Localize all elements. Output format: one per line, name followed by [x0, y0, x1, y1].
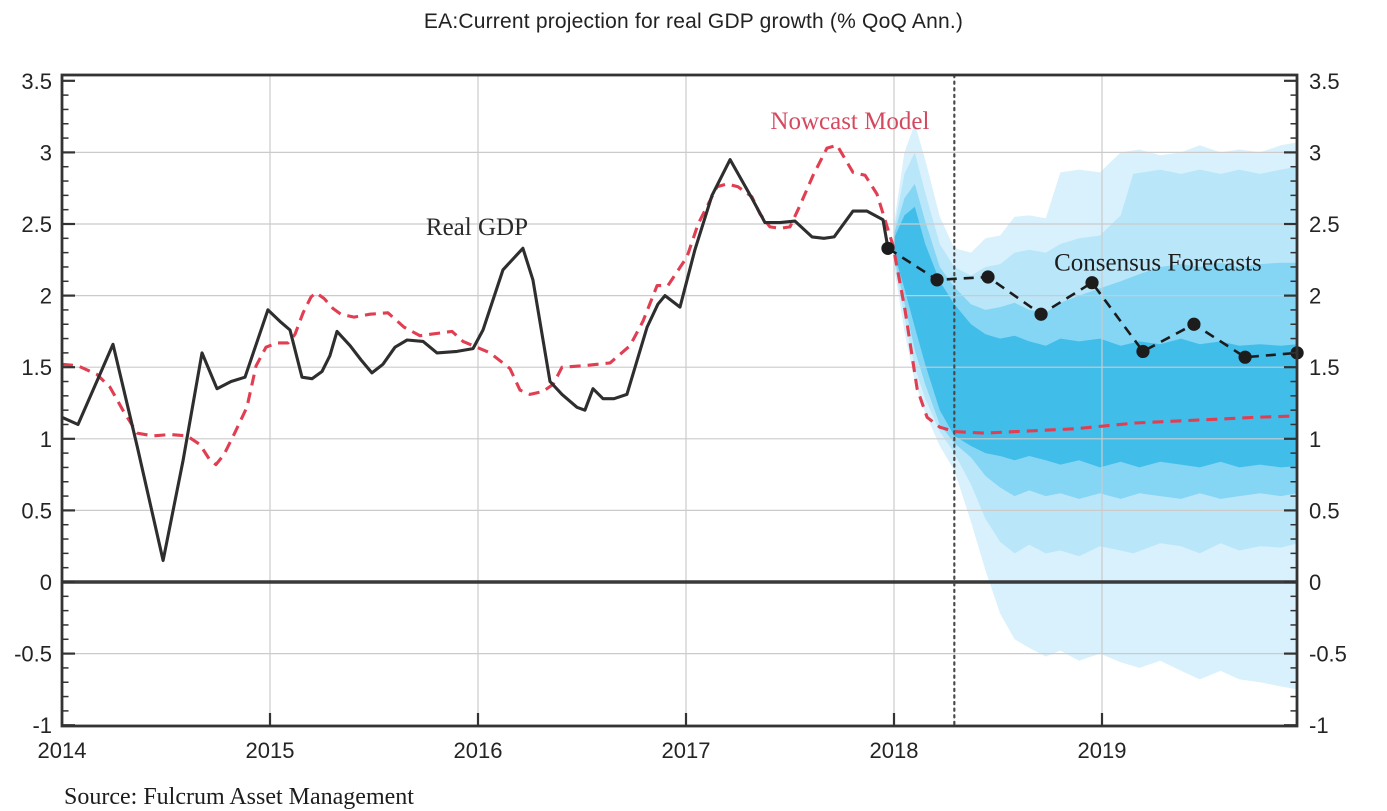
annotation-consensus: Consensus Forecasts	[1054, 250, 1262, 277]
consensus-dot	[1187, 317, 1201, 331]
y-axis-label-left: 3.5	[21, 69, 52, 94]
consensus-dot	[1136, 344, 1150, 359]
consensus-dot	[1034, 307, 1048, 321]
y-axis-label-left: 2	[40, 284, 52, 309]
real-gdp-line	[61, 158, 890, 563]
source-note: Source: Fulcrum Asset Management	[64, 784, 414, 810]
consensus-dot	[1238, 350, 1252, 364]
y-axis-label-right: 2.5	[1309, 212, 1340, 237]
y-axis-label-left: -0.5	[14, 642, 52, 667]
y-axis-label-right: 0.5	[1309, 498, 1340, 523]
consensus-dot	[881, 241, 895, 255]
consensus-dot	[1085, 276, 1099, 290]
annotation-real-gdp: Real GDP	[426, 214, 528, 241]
x-axis-label-2017: 2017	[662, 738, 711, 763]
consensus-dot	[930, 273, 944, 287]
y-axis-label-left: 1.5	[21, 355, 52, 380]
y-axis-label-right: 3	[1309, 140, 1321, 165]
y-axis-label-right: 0	[1309, 570, 1321, 595]
y-axis-label-right: 1.5	[1309, 355, 1340, 380]
plot-border	[60, 73, 1299, 728]
y-axis-label-left: -1	[32, 713, 52, 738]
y-axis-label-left: 0.5	[21, 498, 52, 523]
x-axis-label-2016: 2016	[454, 738, 503, 763]
x-axis-label-2019: 2019	[1078, 738, 1127, 763]
y-axis-label-left: 3	[40, 140, 52, 165]
fan-inner-band	[894, 206, 1298, 468]
consensus-dot	[981, 270, 995, 284]
y-axis-label-right: -0.5	[1309, 642, 1347, 667]
y-axis-label-right: 3.5	[1309, 69, 1340, 94]
y-axis-label-right: -1	[1309, 713, 1329, 738]
chart-title: EA:Current projection for real GDP growt…	[423, 10, 964, 33]
x-axis-label-2014: 2014	[38, 738, 87, 763]
y-axis-label-left: 1	[40, 427, 52, 452]
y-axis-label-right: 2	[1309, 284, 1321, 309]
y-axis-label-right: 1	[1309, 427, 1321, 452]
y-axis-label-left: 0	[40, 570, 52, 595]
x-axis-label-2018: 2018	[870, 738, 919, 763]
x-axis-label-2015: 2015	[246, 738, 295, 763]
consensus-line	[887, 247, 1298, 359]
y-axis-label-left: 2.5	[21, 212, 52, 237]
annotation-nowcast: Nowcast Model	[770, 108, 929, 135]
